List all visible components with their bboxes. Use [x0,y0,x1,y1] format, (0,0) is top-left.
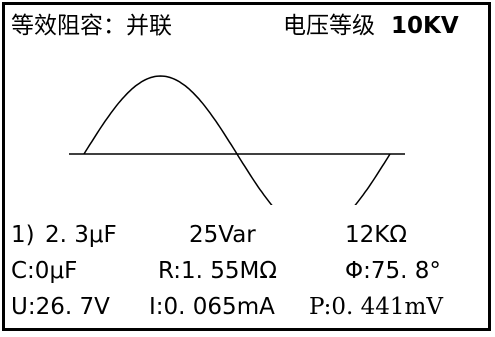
voltage-level-value: 10KV [391,13,459,39]
voltage-reading: U:26. 7V [11,294,110,320]
resistance-value: 12KΩ [345,222,407,248]
parallel-mode-label: 等效阻容：并联 [11,13,172,39]
r-reading: R:1. 55MΩ [158,258,277,284]
waveform-display [69,75,405,205]
current-reading: I:0. 065mA [149,294,275,320]
phase-angle-reading: Φ:75. 8° [345,258,441,284]
reactive-power-value: 25Var [189,222,256,248]
record-index: 1) [11,222,35,248]
lcd-screen: 等效阻容：并联 电压等级 10KV 1) 2. 3μF 25Var 12KΩ C… [2,2,491,331]
power-reading: P:0. 441mV [309,294,443,320]
c-reading: C:0μF [11,258,78,284]
capacitance-value: 2. 3μF [45,222,117,248]
sine-wave [83,75,391,205]
voltage-level-label: 电压等级 [283,13,375,39]
